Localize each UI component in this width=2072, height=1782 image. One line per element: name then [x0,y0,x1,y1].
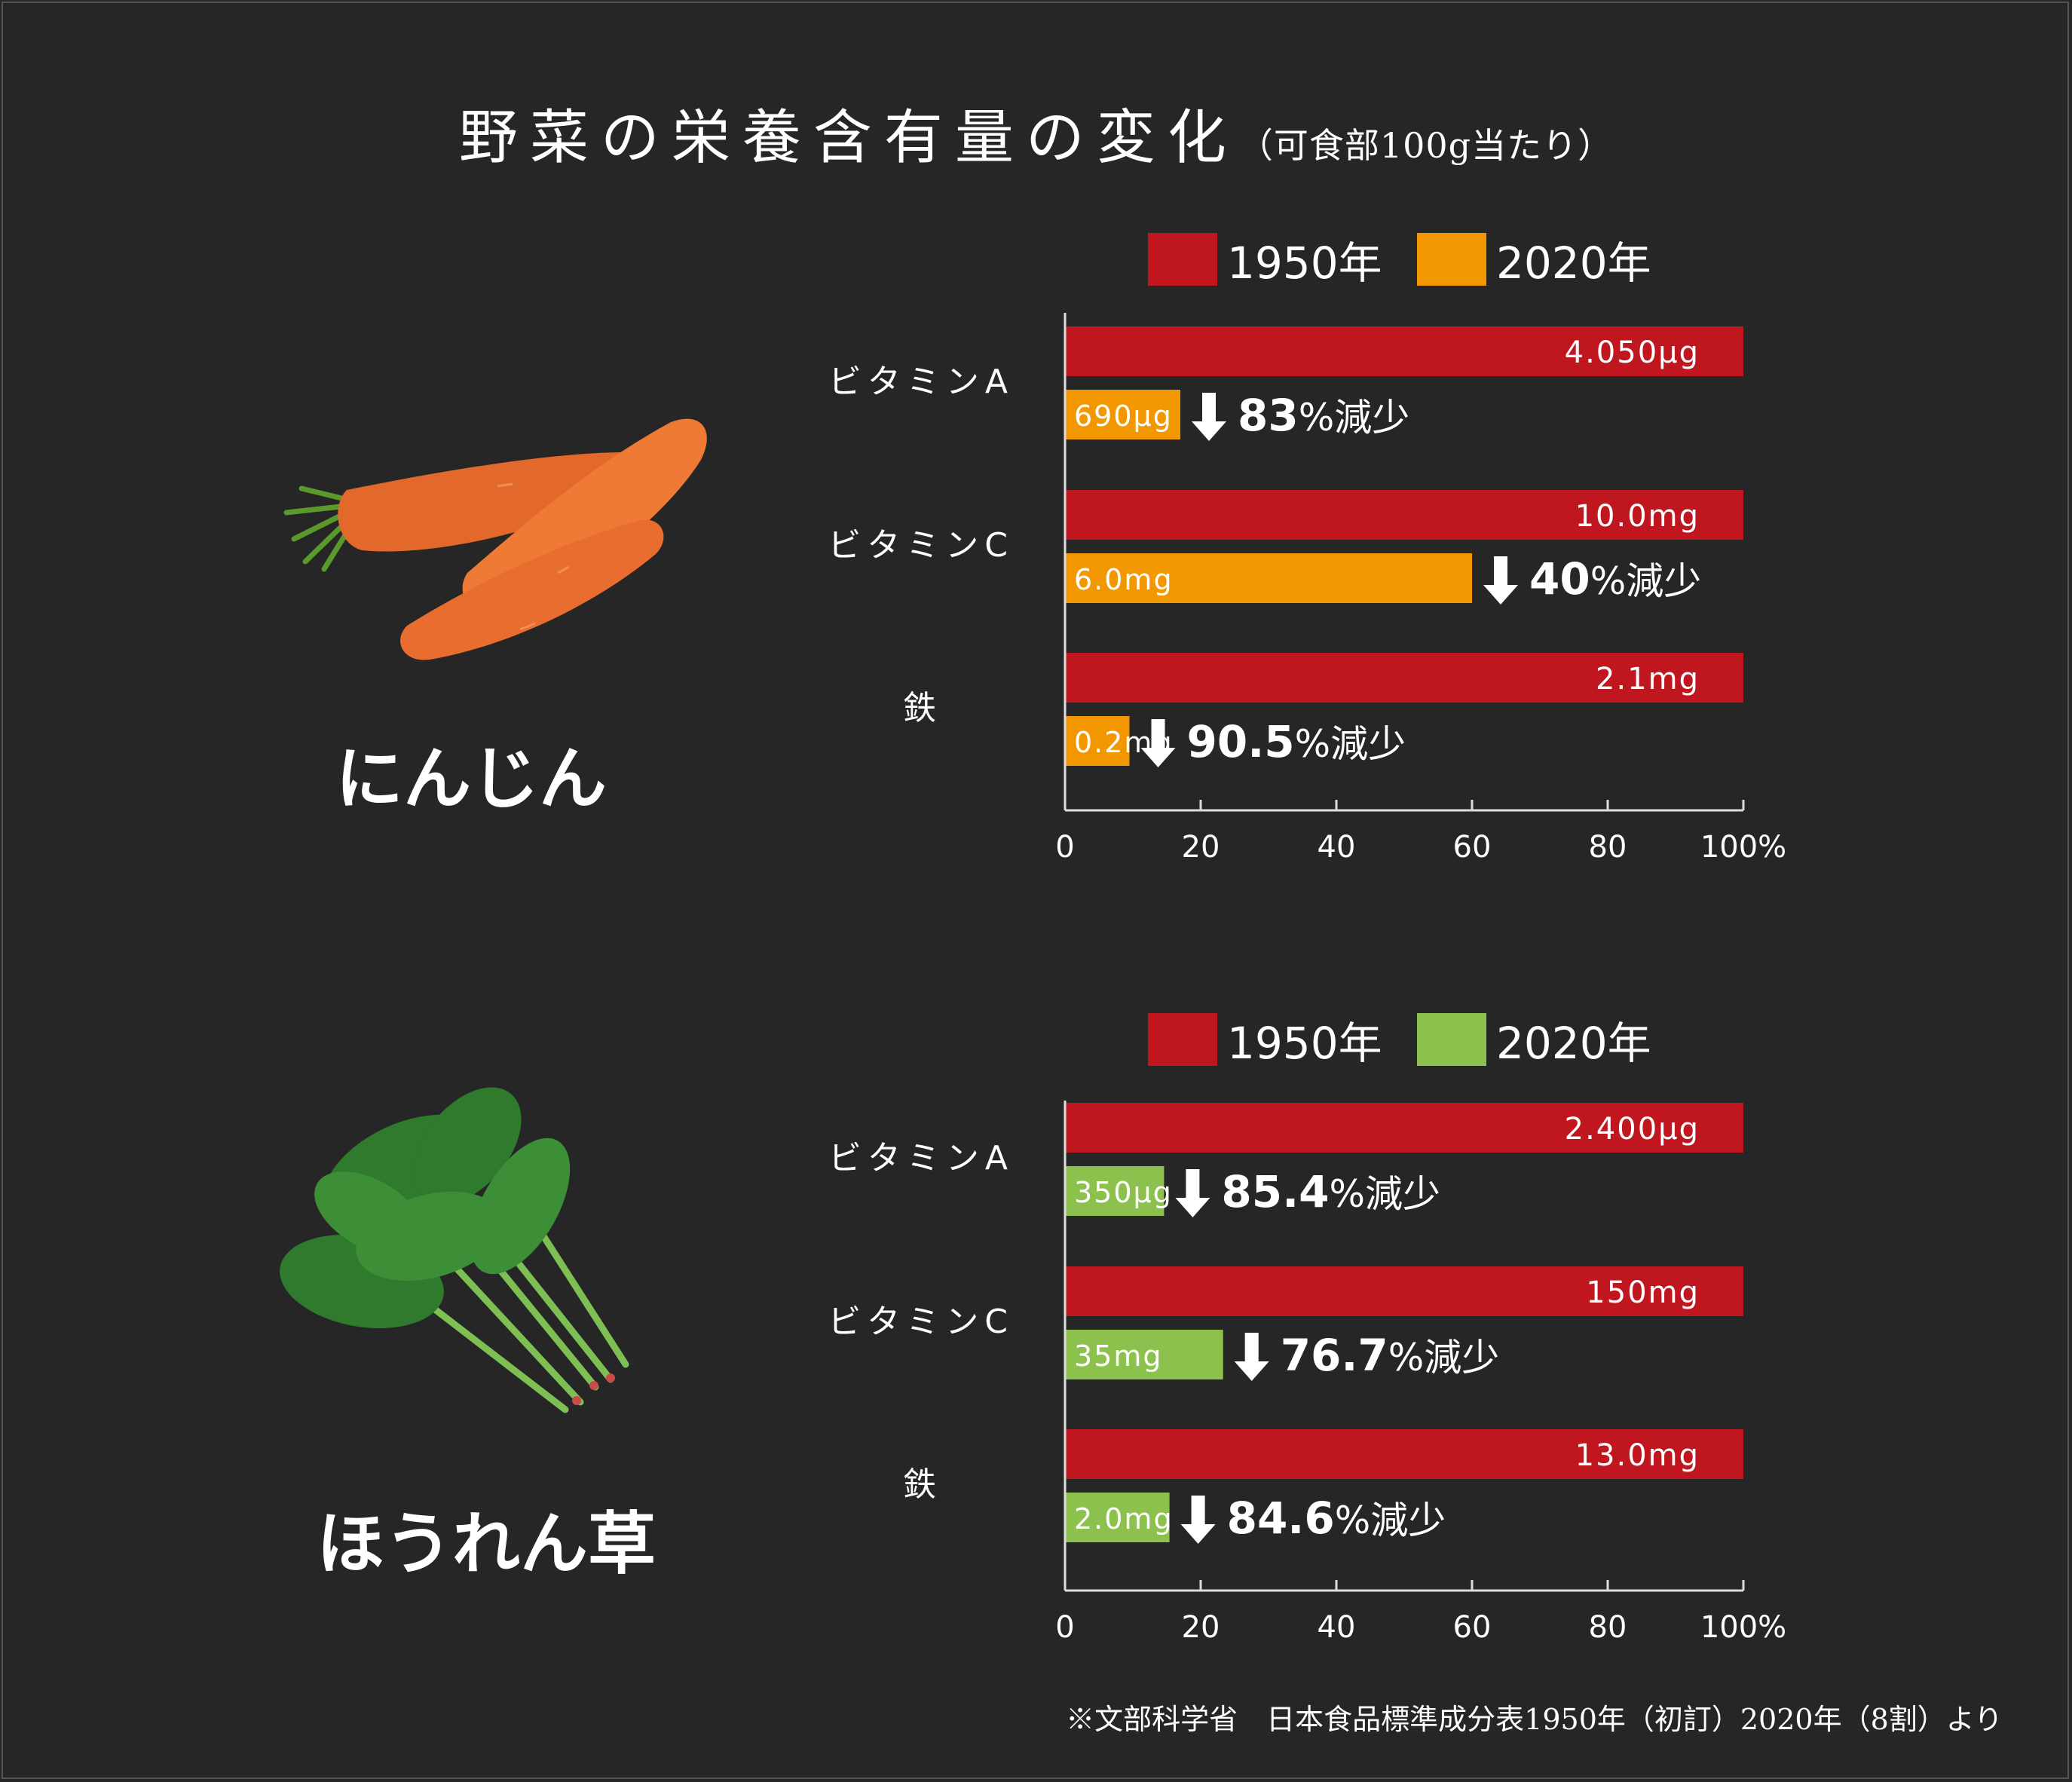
bar-2020 [1065,553,1472,603]
legend-swatch-0 [1148,1013,1217,1066]
bar-1950-label: 2.1mg [1596,662,1700,697]
x-tick-label: 60 [1453,830,1492,865]
bar-1950-label: 10.0mg [1575,499,1700,534]
x-tick-label: 60 [1453,1610,1492,1645]
bar-2020-label: 690μg [1074,400,1173,433]
reduction-value: 85.4 [1221,1166,1329,1217]
carrot-name: にんじん [335,739,607,819]
reduction-value: 76.7 [1281,1330,1388,1381]
reduction-suffix: %減少 [1590,559,1702,603]
bar-1950-label: 2.400μg [1565,1112,1700,1147]
legend-swatch-1 [1417,1013,1486,1066]
bar-2020-label: 6.0mg [1074,563,1174,596]
reduction-label: 76.7%減少 [1281,1330,1500,1381]
category-label: ビタミンC [828,1303,1014,1341]
down-arrow-icon [1175,1169,1210,1217]
bar-2020-label: 35mg [1074,1340,1163,1373]
reduction-suffix: %減少 [1335,1499,1446,1542]
bar-2020 [1065,1330,1223,1379]
x-tick-label: 100% [1700,830,1786,865]
category-label: 鉄 [903,1465,942,1504]
down-arrow-icon [1483,556,1518,605]
bar-2020 [1065,716,1130,766]
title-subtitle: （可食部100g当たり） [1238,125,1614,166]
bar-1950-label: 150mg [1586,1275,1700,1310]
page-title: 野菜の栄養含有量の変化（可食部100g当たり） [0,90,2072,175]
bar-2020 [1065,1493,1170,1542]
reduction-label: 85.4%減少 [1221,1166,1440,1217]
x-tick-label: 20 [1182,1610,1220,1645]
reduction-value: 40 [1529,553,1590,605]
down-arrow-icon [1180,1496,1216,1544]
category-label: ビタミンA [828,363,1014,401]
reduction-label: 90.5%減少 [1187,716,1406,767]
source-note: ※文部科学省 日本食品標準成分表1950年（初訂）2020年（8割）より [1066,1703,2003,1736]
reduction-label: 84.6%減少 [1227,1493,1446,1544]
x-tick-label: 20 [1182,830,1220,865]
reduction-suffix: %減少 [1330,1172,1441,1216]
bar-1950 [1065,1266,1743,1316]
reduction-value: 90.5 [1187,716,1295,767]
x-tick-label: 40 [1318,830,1356,865]
reduction-value: 83 [1238,390,1299,441]
carrot-icon [283,418,707,660]
bar-2020-label: 350μg [1074,1176,1173,1209]
down-arrow-icon [1234,1333,1269,1381]
bar-1950-label: 4.050μg [1565,335,1700,370]
x-tick-label: 0 [1055,830,1074,865]
reduction-label: 83%減少 [1238,390,1409,441]
reduction-suffix: %減少 [1299,396,1410,439]
bar-1950 [1065,490,1743,540]
bar-1950 [1065,326,1743,376]
legend-label-0: 1950年 [1227,237,1382,289]
legend-swatch-1 [1417,233,1486,286]
bar-2020 [1065,1166,1165,1216]
bar-1950 [1065,1103,1743,1153]
reduction-label: 40%減少 [1529,553,1701,605]
x-tick-label: 80 [1589,1610,1627,1645]
spinach-name: ほうれん草 [317,1505,656,1584]
legend-label-1: 2020年 [1496,237,1651,289]
reduction-suffix: %減少 [1295,722,1406,766]
bar-1950-label: 13.0mg [1575,1438,1700,1473]
title-main: 野菜の栄養含有量の変化 [458,104,1238,172]
x-tick-label: 40 [1318,1610,1356,1645]
x-tick-label: 0 [1055,1610,1074,1645]
down-arrow-icon [1192,393,1226,441]
legend-label-1: 2020年 [1496,1018,1651,1069]
category-label: 鉄 [903,689,942,727]
spinach-icon [280,1087,629,1413]
bar-2020 [1065,390,1180,439]
bar-1950 [1065,1429,1743,1479]
down-arrow-icon [1140,719,1176,767]
legend-swatch-0 [1148,233,1217,286]
bar-2020-label: 2.0mg [1074,1502,1174,1536]
x-tick-label: 100% [1700,1610,1786,1645]
x-tick-label: 80 [1589,830,1627,865]
legend-label-0: 1950年 [1227,1018,1382,1069]
reduction-value: 84.6 [1227,1493,1335,1544]
bar-1950 [1065,653,1743,703]
reduction-suffix: %減少 [1388,1336,1500,1379]
category-label: ビタミンA [828,1139,1014,1177]
category-label: ビタミンC [828,526,1014,565]
